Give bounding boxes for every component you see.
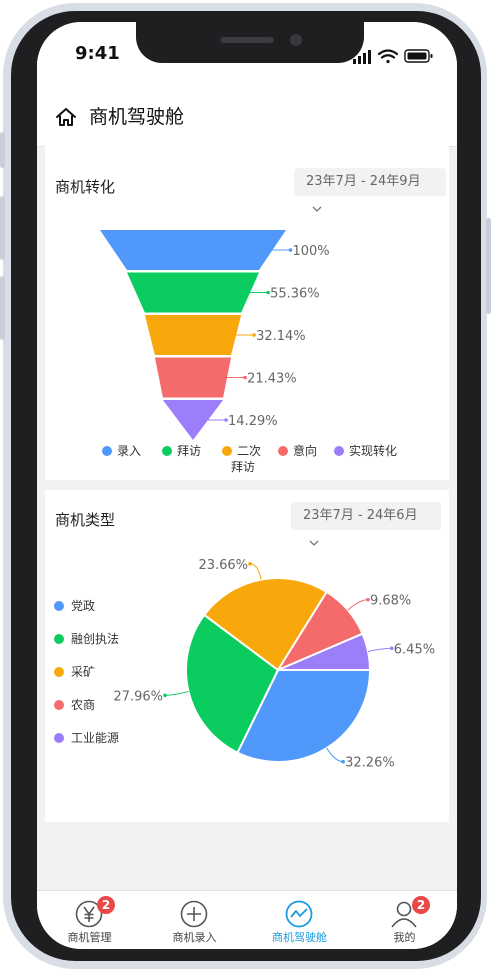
legend-swatch (54, 601, 64, 611)
pie-data-label: 6.45% (394, 642, 435, 657)
legend-swatch (222, 446, 232, 456)
legend-swatch (162, 446, 172, 456)
funnel-segment (100, 230, 286, 270)
funnel-card-title: 商机转化 (55, 178, 116, 196)
tab-opportunity-entry[interactable]: 商机录入 (142, 891, 247, 949)
legend-swatch (102, 446, 112, 456)
legend-swatch (278, 446, 288, 456)
signal-icon (353, 50, 371, 64)
pie-leader-dot (366, 597, 370, 602)
legend-label: 农商 (71, 697, 95, 712)
tab-opportunity-management[interactable]: 2 商机管理 (37, 891, 142, 949)
user-icon (391, 901, 417, 928)
pie-data-label: 23.66% (198, 558, 248, 573)
legend-label: 实现转化 (349, 443, 397, 458)
funnel-card: 商机转化 23年7月 - 24年9月 100% 55.36% 32.14% 21.43… (45, 140, 449, 480)
pie-date-picker[interactable]: 23年7月 - 24年6月 (291, 502, 441, 546)
legend-label: 拜访 (177, 444, 201, 458)
legend-swatch (334, 446, 344, 456)
camera (290, 34, 302, 46)
notch (136, 22, 364, 63)
pie-leader-dot (341, 759, 345, 764)
funnel-segment (127, 272, 259, 313)
pie-slice (185, 613, 280, 754)
funnel-leader-dot (224, 418, 228, 422)
trend-icon (285, 900, 313, 928)
pie-leader-line (347, 599, 368, 611)
tab-bar: 2 商机管理 商机录入 商机驾驶舱 2 我的 (37, 890, 457, 949)
wifi-icon (377, 49, 399, 64)
tab-label: 商机驾驶舱 (272, 931, 327, 944)
legend-label: 采矿 (71, 665, 95, 679)
funnel-leader-dot (288, 248, 293, 252)
volume-down-button (0, 276, 5, 340)
chevron-down-icon (309, 530, 319, 558)
pie-data-label: 9.68% (370, 594, 411, 609)
battery-icon (404, 49, 433, 63)
pie-slice (236, 669, 372, 763)
funnel-data-label: 32.14% (256, 329, 306, 344)
badge: 2 (412, 896, 430, 914)
funnel-date-range: 23年7月 - 24年9月 (306, 174, 421, 189)
pie-leader-line (326, 747, 344, 763)
power-button (486, 218, 491, 314)
tab-mine[interactable]: 2 我的 (352, 891, 457, 949)
funnel-data-label: 21.43% (247, 372, 297, 387)
funnel-data-label: 55.36% (270, 287, 320, 302)
pie-card-title: 商机类型 (55, 511, 116, 529)
page-title: 商机驾驶舱 (89, 106, 185, 128)
legend-swatch (54, 733, 64, 743)
funnel-segment (144, 315, 242, 355)
pie-leader-line (165, 691, 189, 696)
pie-leader-line (250, 563, 262, 580)
status-bar: 9:41 (37, 22, 457, 84)
mute-switch (0, 132, 5, 168)
funnel-data-label: 14.29% (228, 414, 278, 429)
home-icon[interactable] (55, 106, 77, 128)
legend-label: 二次 (237, 444, 261, 458)
pie-chart: 32.26% 27.96% 23.66% 9.68% 6.45% 党政融创执法采矿农商工… (54, 558, 435, 771)
pie-leader-line (368, 647, 392, 652)
legend-label: 融创执法 (71, 632, 119, 646)
pie-leader-dot (389, 646, 394, 651)
screen: 9:41 商 (37, 22, 457, 949)
funnel-date-picker[interactable]: 23年7月 - 24年9月 (294, 168, 446, 212)
tab-label: 我的 (393, 931, 416, 944)
legend-label: 拜访 (231, 460, 255, 474)
funnel-leader-dot (252, 333, 256, 337)
volume-up-button (0, 196, 5, 260)
pie-data-label: 32.26% (345, 756, 395, 771)
legend-label: 意向 (293, 443, 317, 458)
pie-slice (277, 632, 372, 671)
tab-label: 商机录入 (172, 931, 217, 944)
pie-card: 商机类型 23年7月 - 24年6月 32.26% 27.96% 23.66% 9.6… (45, 490, 449, 822)
pie-leader-dot (248, 562, 252, 566)
legend-swatch (54, 634, 64, 644)
funnel-segment (154, 357, 232, 398)
yen-icon (75, 900, 103, 928)
legend-swatch (54, 667, 64, 677)
pie-date-range: 23年7月 - 24年6月 (303, 508, 418, 523)
legend-swatch (54, 700, 64, 710)
pie-leader-dot (163, 693, 167, 698)
legend-label: 录入 (117, 444, 141, 458)
tab-opportunity-cockpit[interactable]: 商机驾驶舱 (247, 891, 352, 949)
navbar: 商机驾驶舱 (37, 84, 457, 147)
plus-circle-icon (180, 900, 208, 928)
funnel-chart: 100%55.36%32.14%21.43%14.29% 录入 拜访 二次拜访意向实… (100, 230, 397, 474)
pie-slice (202, 577, 329, 672)
funnel-leader-dot (266, 290, 270, 295)
chevron-down-icon (312, 196, 322, 224)
speaker (220, 37, 274, 43)
pie-data-label: 27.96% (113, 689, 163, 704)
funnel-segment (162, 400, 224, 440)
badge: 2 (97, 896, 115, 914)
status-icons (353, 49, 433, 64)
legend-label: 工业能源 (71, 731, 119, 745)
legend-label: 党政 (71, 598, 95, 613)
funnel-data-label: 100% (292, 244, 329, 259)
funnel-leader-dot (243, 375, 247, 380)
tab-label: 商机管理 (67, 931, 112, 944)
status-time: 9:41 (75, 43, 120, 64)
